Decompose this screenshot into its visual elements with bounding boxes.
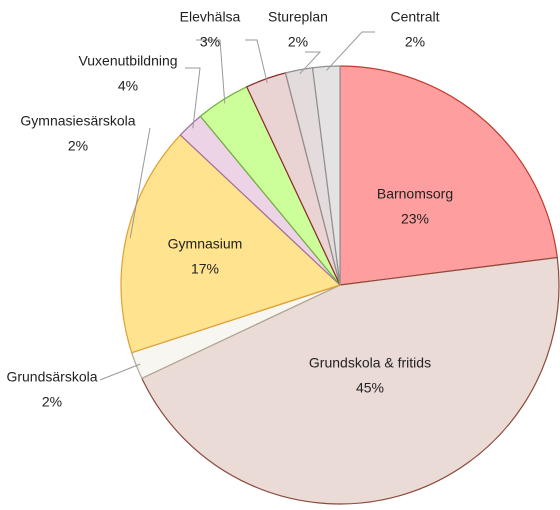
slice-label: Centralt: [390, 9, 439, 25]
slice-value-label: 2%: [68, 138, 88, 154]
leader-line: [245, 39, 268, 83]
leader-line: [326, 31, 375, 71]
pie-slice: [141, 256, 560, 505]
leader-line: [196, 39, 226, 104]
slice-label: Grundsärskola: [6, 369, 97, 385]
pie-slice: [339, 65, 558, 286]
slice-value-label: 4%: [118, 78, 138, 94]
slice-value-label: 2%: [42, 394, 62, 410]
pie-slice: [120, 134, 342, 354]
slice-label: Vuxenutbildning: [78, 53, 177, 69]
slice-label: Gymnasium: [168, 236, 243, 252]
slice-value-label: 2%: [405, 34, 425, 50]
slice-value-label: 45%: [356, 380, 384, 396]
slice-label: Grundskola & fritids: [309, 355, 431, 371]
slice-value-label: 23%: [401, 211, 429, 227]
slice-label: Elevhälsa: [180, 9, 241, 25]
leader-line: [129, 127, 151, 239]
slice-value-label: 2%: [288, 34, 308, 50]
leader-line: [185, 67, 201, 129]
leader-line: [299, 51, 322, 75]
slice-label: Gymnasiesärskola: [20, 113, 135, 129]
pie-slice: [311, 65, 341, 286]
slice-label: Stureplan: [268, 9, 328, 25]
leader-line: [99, 363, 141, 381]
slice-value-label: 17%: [191, 261, 219, 277]
slice-value-label: 3%: [200, 34, 220, 50]
slice-label: Barnomsorg: [377, 186, 453, 202]
